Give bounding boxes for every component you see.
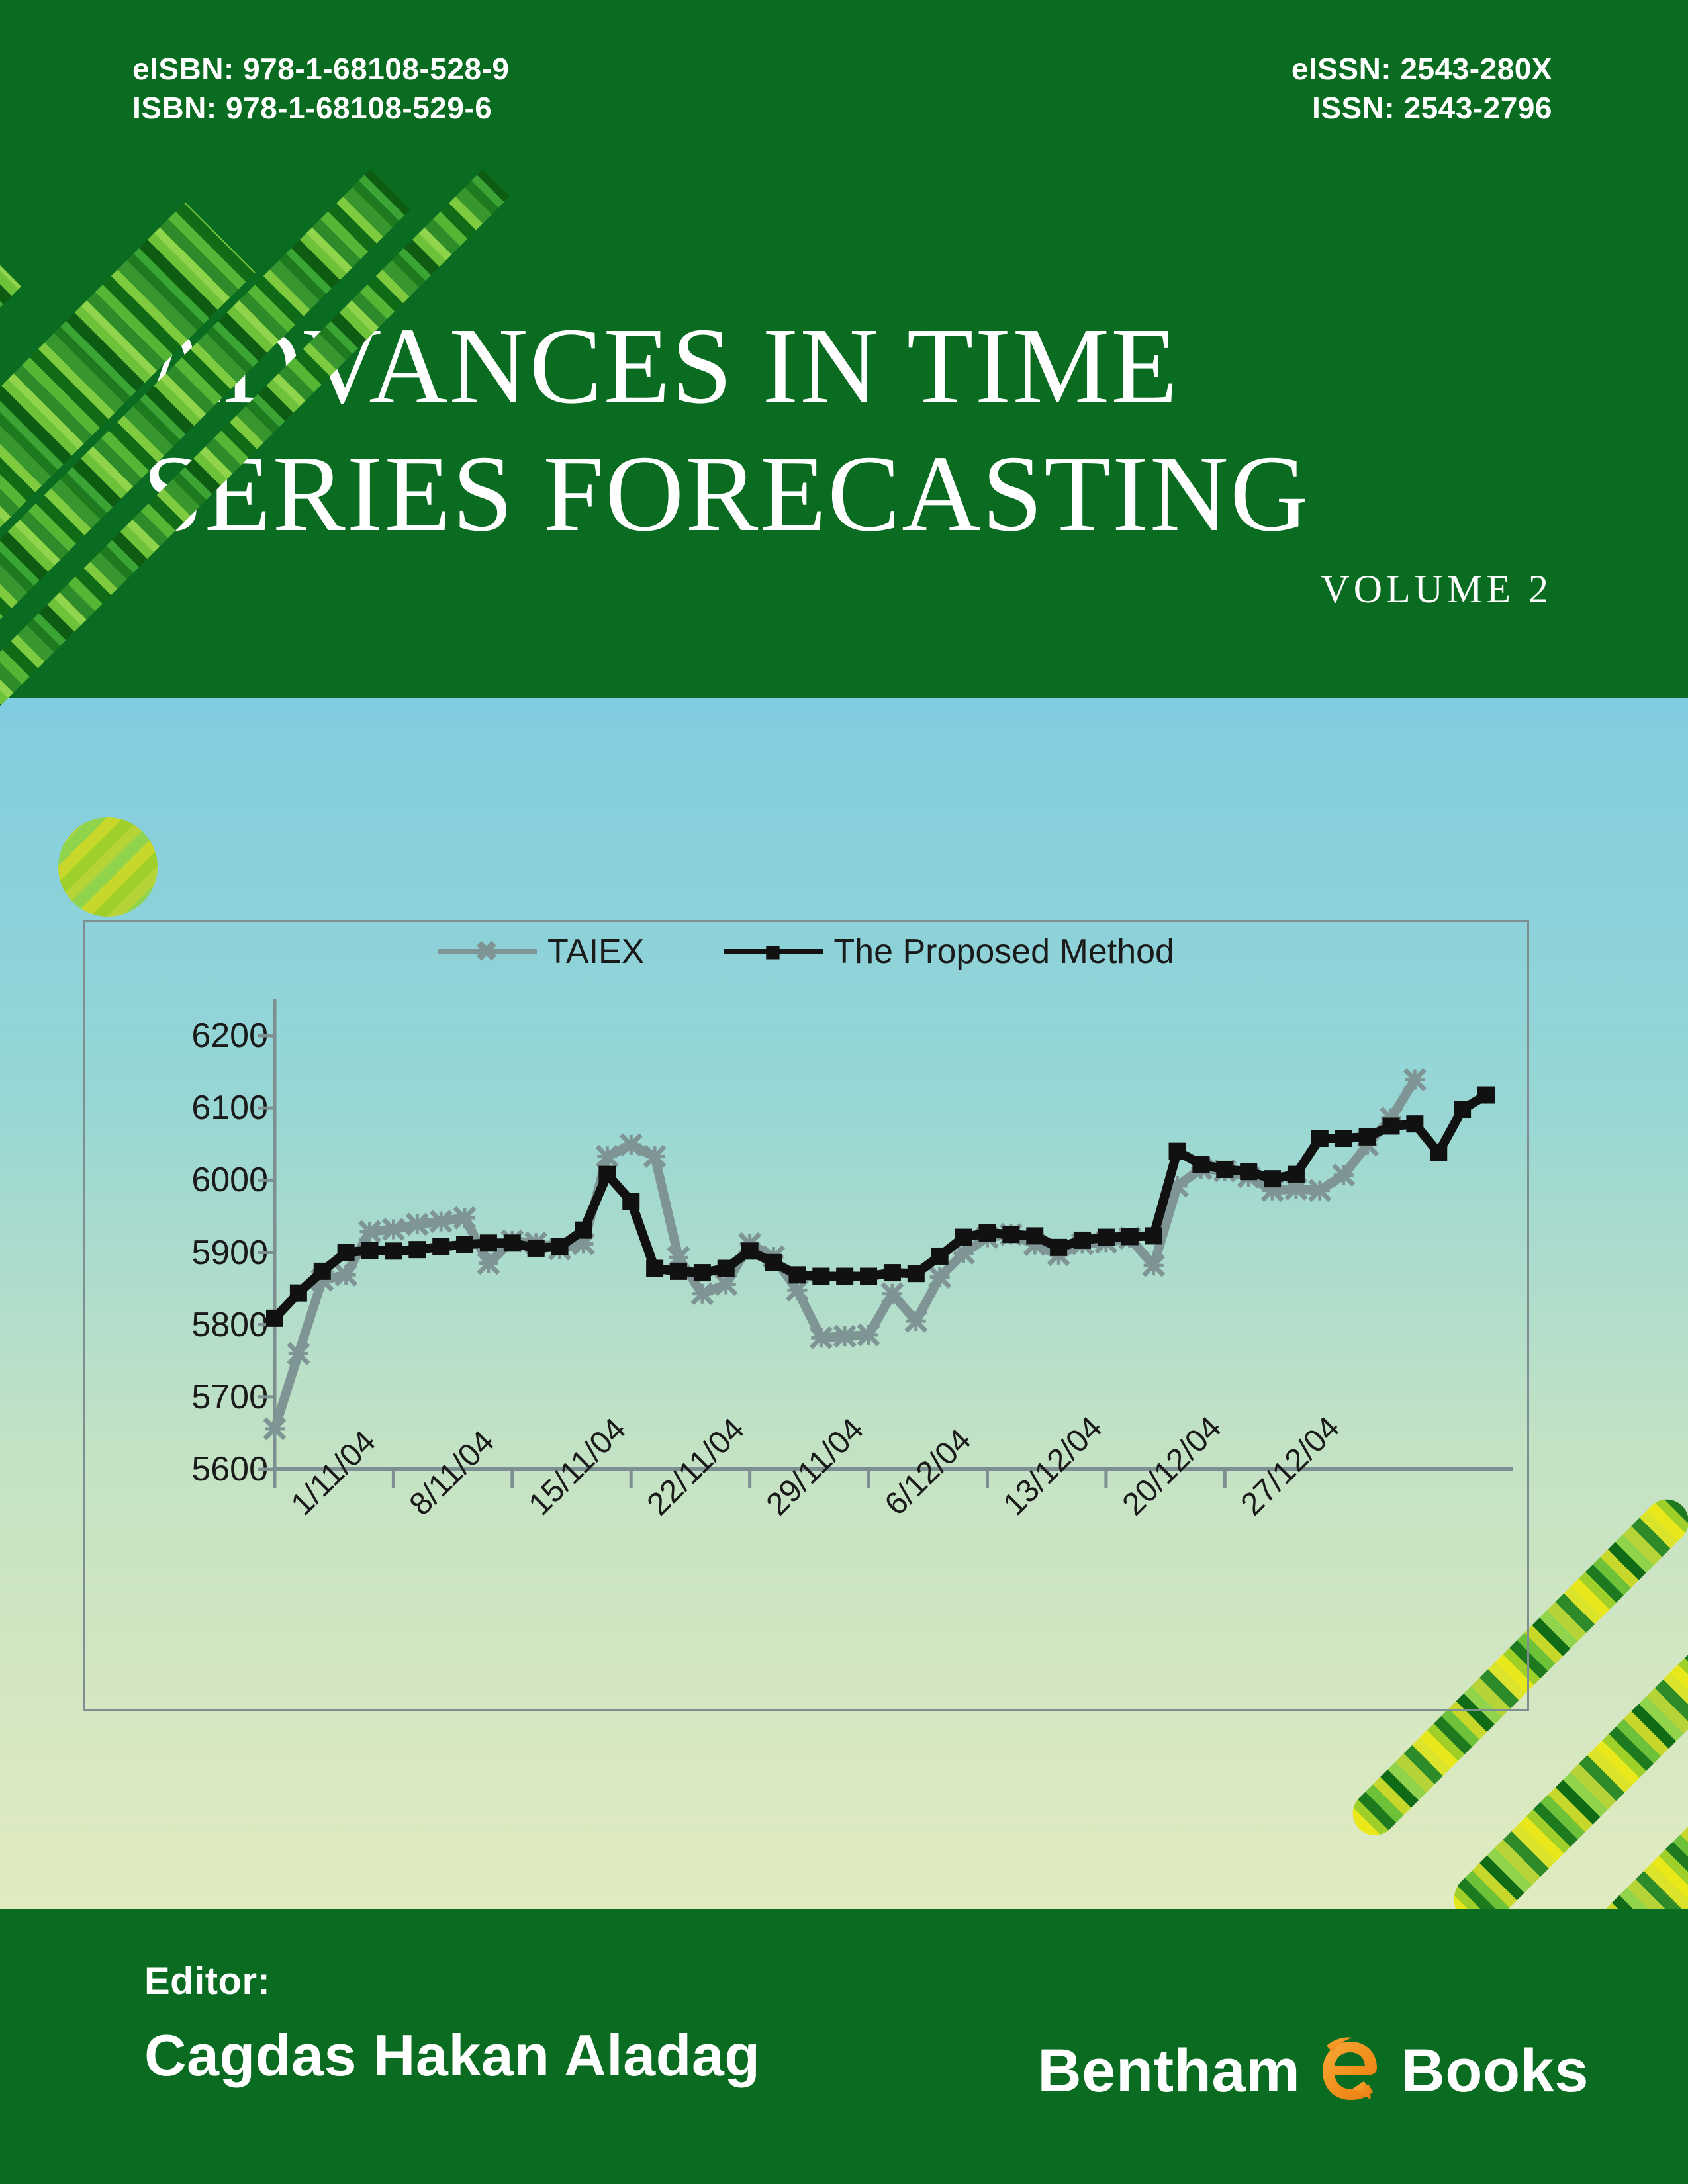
- legend-swatch-taiex: ✖: [438, 938, 538, 966]
- x-axis-tick: 13/12/04: [997, 1410, 1109, 1523]
- publisher-word-books: Books: [1401, 2036, 1589, 2105]
- volume-label: VOLUME 2: [1321, 567, 1552, 611]
- issn-text: ISSN: 2543-2796: [1312, 90, 1552, 125]
- y-axis-tick: 6100: [191, 1089, 268, 1128]
- chart-frame: [83, 920, 1529, 1711]
- book-title: ADVANCES IN TIME SERIES FORECASTING VOLU…: [0, 311, 1688, 612]
- x-axis-tick: 6/12/04: [878, 1422, 978, 1523]
- legend-item-proposed: ■ The Proposed Method: [724, 932, 1174, 972]
- y-axis-tick: 6200: [191, 1017, 268, 1055]
- x-axis-tick: 27/12/04: [1234, 1410, 1347, 1523]
- y-axis-tick: 5700: [191, 1377, 268, 1416]
- x-axis-tick: 22/11/04: [640, 1412, 752, 1523]
- x-axis-tick-labels: 1/11/04 8/11/04 15/11/04 22/11/04 29/11/04 6/…: [83, 920, 1529, 1711]
- x-axis-tick: 29/11/04: [759, 1412, 870, 1523]
- legend-label-proposed: The Proposed Method: [833, 933, 1174, 971]
- title-line-1: ADVANCES IN TIME: [142, 305, 1179, 426]
- isbn-block: eISBN: 978-1-68108-528-9 ISBN: 978-1-681…: [132, 50, 509, 128]
- footer-band: [0, 1909, 1688, 2184]
- y-axis-tick: 6000: [191, 1161, 268, 1200]
- publisher-word-bentham: Bentham: [1037, 2036, 1301, 2105]
- x-axis-tick: 20/12/04: [1115, 1410, 1229, 1523]
- chart-plot: 5600 5700 5800 5900 6000 6100 6200 1/11/04 8/11…: [83, 920, 1529, 1711]
- chart-legend: ✖ TAIEX ■ The Proposed Method: [83, 932, 1529, 972]
- editor-label: Editor:: [144, 1960, 271, 2003]
- publisher-logo: Bentham Books: [1037, 2035, 1589, 2107]
- y-axis-tick: 5800: [191, 1305, 268, 1344]
- x-axis-tick: 1/11/04: [284, 1424, 383, 1523]
- y-axis-tick: 5600: [191, 1450, 268, 1488]
- x-axis-tick: 8/11/04: [403, 1424, 502, 1523]
- legend-item-taiex: ✖ TAIEX: [438, 932, 644, 972]
- bentham-e-icon: [1315, 2035, 1386, 2107]
- eissn-text: eISSN: 2543-280X: [1291, 52, 1552, 86]
- legend-label-taiex: TAIEX: [547, 933, 645, 971]
- y-axis-tick: 5900: [191, 1233, 268, 1272]
- issn-block: eISSN: 2543-280X ISSN: 2543-2796: [1291, 50, 1552, 128]
- eisbn-text: eISBN: 978-1-68108-528-9: [132, 52, 510, 86]
- x-axis-tick: 15/11/04: [522, 1412, 633, 1523]
- chart-series-canvas: [258, 999, 1513, 1488]
- taiex-forecast-chart: ✖ TAIEX ■ The Proposed Method 5600 5700 58…: [83, 920, 1529, 1711]
- y-axis-tick-labels: 5600 5700 5800 5900 6000 6100 6200: [103, 920, 268, 1711]
- isbn-text: ISBN: 978-1-68108-529-6: [132, 90, 492, 125]
- title-line-2: SERIES FORECASTING: [142, 433, 1311, 554]
- legend-swatch-proposed: ■: [724, 938, 823, 966]
- editor-name: Cagdas Hakan Aladag: [144, 2023, 761, 2088]
